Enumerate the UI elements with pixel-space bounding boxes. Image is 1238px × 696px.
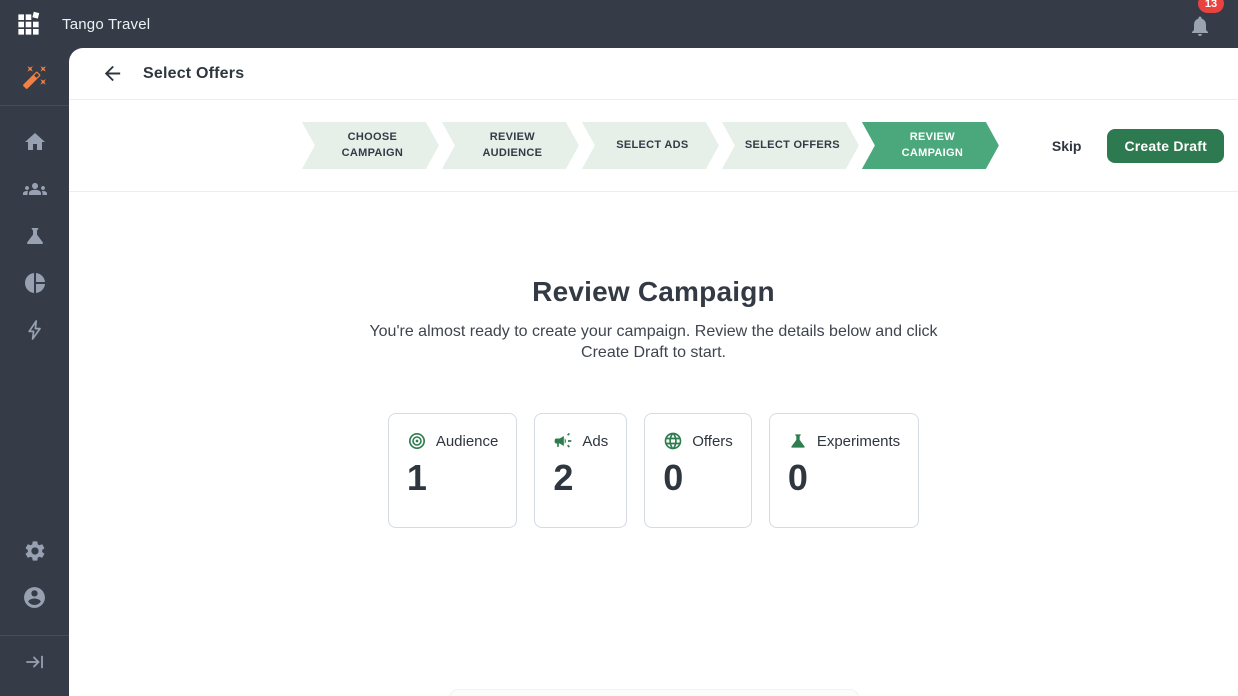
card-label: Experiments: [816, 432, 901, 450]
globe-icon: [664, 432, 682, 450]
lightning-icon: [27, 319, 41, 340]
step-review-campaign[interactable]: REVIEW CAMPAIGN: [862, 122, 999, 169]
app-title: Tango Travel: [62, 15, 151, 33]
review-title: Review Campaign: [532, 276, 775, 307]
account-icon: [24, 587, 45, 608]
target-icon: [408, 433, 425, 450]
sidebar-item-settings[interactable]: [0, 527, 69, 574]
users-icon: [22, 182, 47, 195]
step-choose-campaign[interactable]: CHOOSE CAMPAIGN: [302, 122, 439, 169]
notification-badge: 13: [1198, 0, 1224, 13]
notifications-button[interactable]: 13: [1180, 0, 1224, 46]
card-label: Offers: [692, 432, 733, 450]
gear-icon: [25, 540, 44, 561]
card-value: 0: [663, 457, 684, 499]
sidebar-item-account[interactable]: [0, 574, 69, 621]
sidebar-item-home[interactable]: [0, 118, 69, 165]
main-panel: Select Offers CHOOSE CAMPAIGN REVIEW AUD…: [69, 48, 1238, 696]
stepper: CHOOSE CAMPAIGN REVIEW AUDIENCE SELECT A…: [69, 100, 1238, 192]
review-content: Review Campaign You're almost ready to c…: [69, 192, 1238, 529]
grid-icon: [17, 11, 39, 35]
summary-cards: Audience 1 Ads 2 Offers: [69, 413, 1238, 529]
page-title: Select Offers: [143, 64, 245, 82]
card-value: 0: [787, 457, 808, 499]
page-header: Select Offers: [69, 48, 1238, 100]
card-value: 1: [406, 457, 427, 499]
magic-wand-icon: [22, 65, 46, 89]
flask-icon: [26, 227, 43, 244]
sidebar: [0, 48, 69, 696]
sidebar-item-integrations[interactable]: [0, 306, 69, 353]
bottom-peek-element: [448, 689, 859, 696]
stepper-steps: CHOOSE CAMPAIGN REVIEW AUDIENCE SELECT A…: [302, 122, 1002, 169]
step-review-audience[interactable]: REVIEW AUDIENCE: [442, 122, 579, 169]
ads-card: Ads 2: [534, 413, 628, 529]
app-launcher-button[interactable]: [4, 0, 52, 48]
step-select-ads[interactable]: SELECT ADS: [582, 122, 719, 169]
experiments-card: Experiments 0: [768, 413, 920, 529]
sidebar-divider: [0, 105, 69, 106]
topbar: Tango Travel 13: [0, 0, 1238, 48]
sidebar-item-audiences[interactable]: [0, 165, 69, 212]
home-icon: [24, 132, 45, 150]
skip-button[interactable]: Skip: [1051, 137, 1082, 154]
bell-icon: [1192, 16, 1208, 36]
sidebar-item-analytics[interactable]: [0, 259, 69, 306]
sidebar-item-experiments[interactable]: [0, 212, 69, 259]
megaphone-icon: [555, 433, 572, 448]
review-subtitle: You're almost ready to create your campa…: [369, 323, 938, 362]
card-label: Audience: [435, 432, 499, 450]
pie-chart-icon: [24, 272, 45, 293]
offers-card: Offers 0: [644, 413, 752, 529]
sidebar-collapse-button[interactable]: [0, 636, 69, 696]
flask-icon: [791, 434, 805, 448]
step-select-offers[interactable]: SELECT OFFERS: [722, 122, 859, 169]
create-draft-button[interactable]: Create Draft: [1107, 128, 1224, 163]
card-value: 2: [553, 457, 574, 499]
collapse-icon: [25, 655, 43, 669]
card-label: Ads: [582, 432, 609, 450]
audience-card: Audience 1: [387, 413, 518, 529]
sidebar-item-wizard[interactable]: [0, 48, 69, 105]
sidebar-divider: [0, 635, 69, 636]
back-button[interactable]: [96, 58, 128, 90]
arrow-back-icon: [104, 65, 120, 82]
